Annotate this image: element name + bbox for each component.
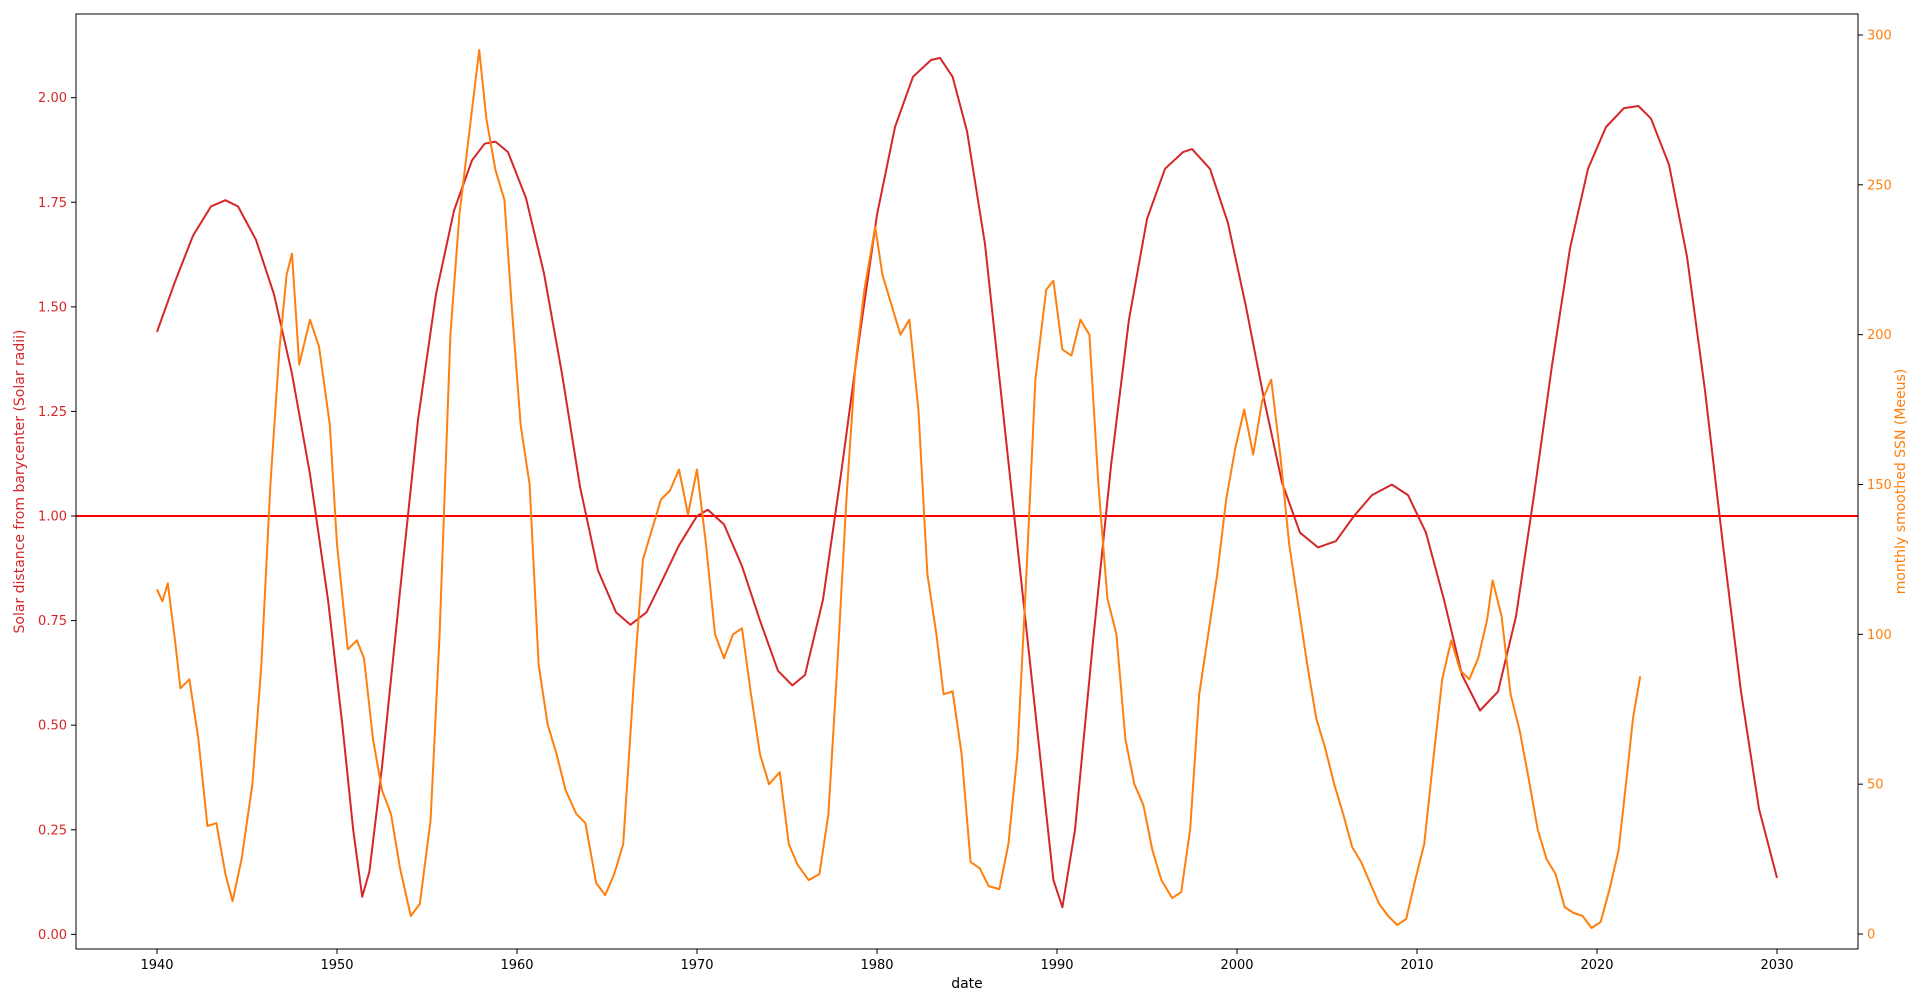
x-tick-label: 1980: [860, 958, 893, 973]
plot-frame: [75, 13, 1859, 950]
y-left-tick-label: 1.50: [38, 300, 67, 315]
y-right-tick-label: 250: [1867, 178, 1892, 193]
x-tick-label: 1990: [1040, 958, 1073, 973]
series-line-left: [156, 56, 1778, 909]
y-axis-right-label: monthly smoothed SSN (Meeus): [1893, 369, 1909, 595]
y-left-tick-label: 1.00: [38, 510, 67, 525]
x-tick-label: 2010: [1400, 958, 1433, 973]
y-left-tick-label: 1.25: [38, 405, 67, 420]
x-tick-label: 1940: [140, 958, 173, 973]
x-tick-label: 1950: [320, 958, 353, 973]
x-tick-label: 2020: [1580, 958, 1613, 973]
x-axis-label: date: [951, 976, 983, 992]
y-left-tick-label: 0.75: [38, 614, 67, 629]
y-left-tick-label: 0.50: [38, 719, 67, 734]
series-line-right: [156, 49, 1642, 929]
y-right-tick-label: 200: [1867, 328, 1892, 343]
y-right-tick-label: 50: [1867, 778, 1884, 793]
x-tick-label: 2030: [1760, 958, 1793, 973]
x-tick-label: 1970: [680, 958, 713, 973]
x-tick-label: 1960: [500, 958, 533, 973]
y-right-tick-label: 150: [1867, 478, 1892, 493]
y-right-tick-label: 100: [1867, 628, 1892, 643]
plot-area: [75, 13, 1859, 950]
y-left-tick-label: 0.00: [38, 928, 67, 943]
y-axis-left-label: Solar distance from barycenter (Solar ra…: [12, 330, 28, 634]
y-left-tick-label: 1.75: [38, 196, 67, 211]
y-right-tick-label: 0: [1867, 928, 1875, 943]
y-left-tick-label: 2.00: [38, 91, 67, 106]
tick-layer: 1940 1950 1960 1970 1980 1990 2000 2010 2020 2030…: [38, 28, 1892, 973]
x-tick-label: 2000: [1220, 958, 1253, 973]
y-right-tick-label: 300: [1867, 28, 1892, 43]
y-left-tick-label: 0.25: [38, 823, 67, 838]
